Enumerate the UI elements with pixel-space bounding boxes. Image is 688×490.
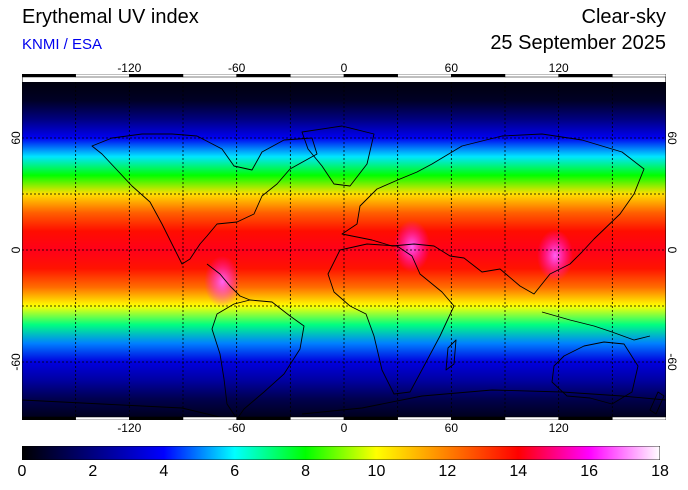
madagascar-coast [445,339,457,371]
lat-label-left: 60 [9,131,23,145]
lon-label-top: -120 [117,61,142,75]
lat-label-left: 0 [9,246,23,254]
australia-coast [551,341,639,405]
lon-label-bottom: -60 [227,421,246,435]
colorbar-tick-label: 10 [367,463,386,480]
colorbar-gradient [22,446,660,460]
antarctica-coast [22,389,666,420]
credit-label: KNMI / ESA [22,36,103,53]
sky-condition-label: Clear-sky [581,6,666,28]
lat-label-right: 0 [665,246,679,254]
lat-label-right: -60 [665,353,679,371]
uv-hotspot [537,229,574,282]
lon-label-bottom: 120 [548,421,569,435]
colorbar-tick-label: 14 [509,463,528,480]
new-zealand-coast [649,391,665,415]
africa-coast [327,243,455,395]
graticule [22,82,666,418]
lon-label-bottom: 0 [340,421,348,435]
map-title: Erythemal UV index [22,6,199,28]
colorbar [22,446,660,460]
colorbar-tick-label: 16 [580,463,599,480]
colorbar-tick-label: 2 [88,463,98,480]
central-america-coast [206,263,251,301]
colorbar-tick-label: 8 [301,463,310,480]
lon-label-top: 120 [548,61,569,75]
uv-map [22,74,666,420]
uv-hotspot [204,255,241,308]
date-label: 25 September 2025 [490,32,666,54]
lon-label-top: 0 [340,61,348,75]
colorbar-tick-label: 0 [17,463,27,480]
greenland-coast [301,125,375,187]
uv-hotspot [393,220,430,273]
europe-asia-coast [341,133,645,295]
lon-label-bottom: 60 [444,421,459,435]
north-america-coast [91,133,318,265]
south-america-coast [211,299,305,420]
lon-label-top: -60 [227,61,246,75]
colorbar-tick-label: 4 [159,463,169,480]
coastlines [22,125,666,420]
colorbar-tick-label: 18 [651,463,669,480]
lat-label-left: -60 [9,353,23,371]
colorbar-tick-label: 6 [230,463,240,480]
lon-label-bottom: -120 [117,421,142,435]
lat-label-right: 60 [665,131,679,145]
lon-label-top: 60 [444,61,459,75]
colorbar-tick-label: 12 [438,463,457,480]
maritime-continent-coast [541,311,651,341]
